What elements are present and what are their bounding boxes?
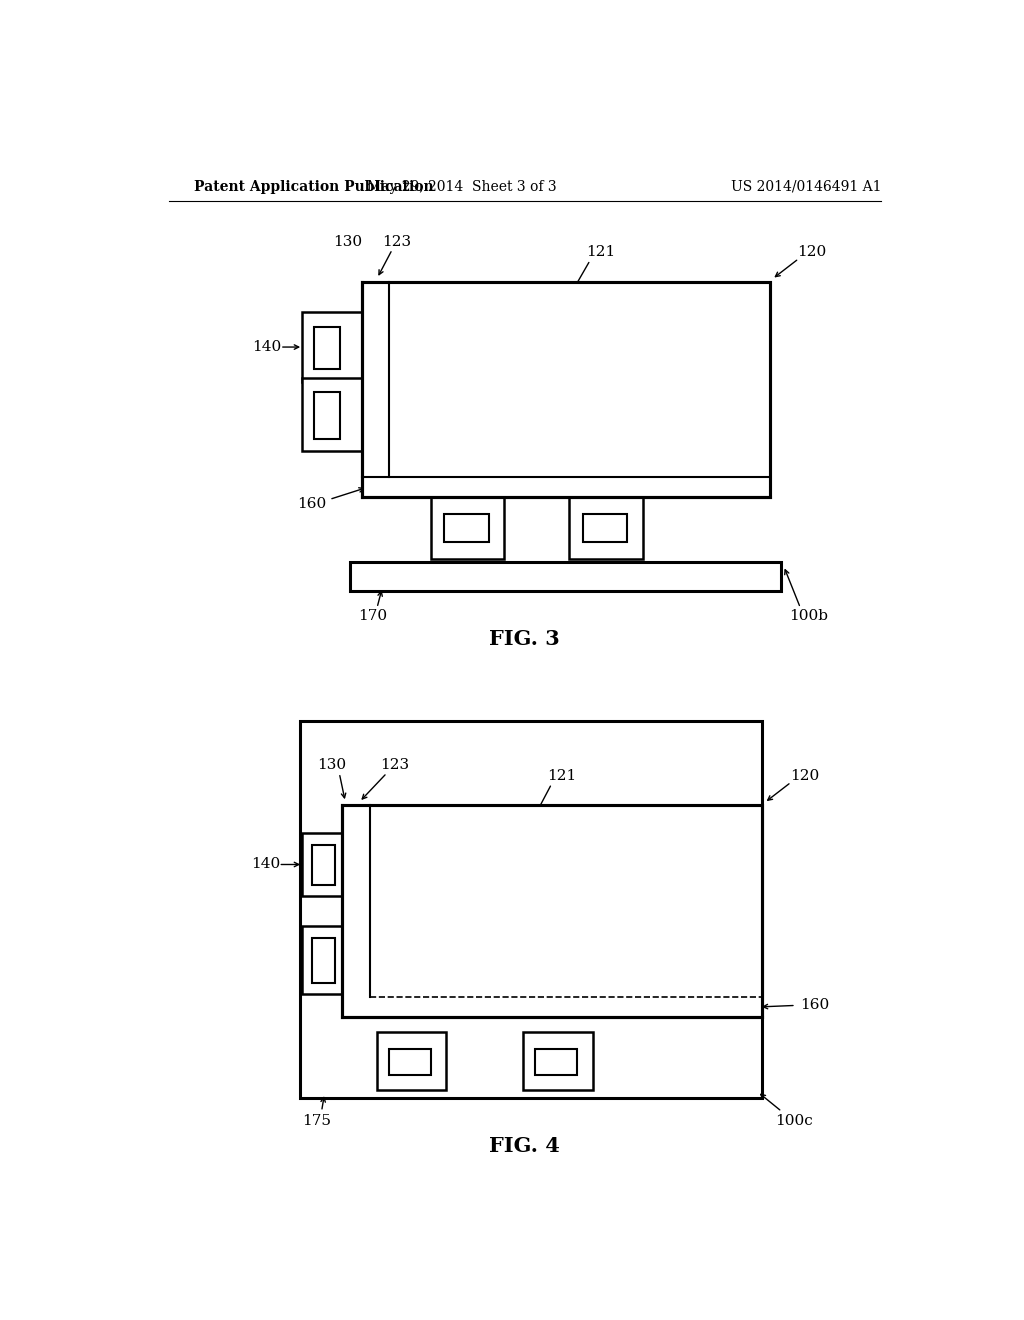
Bar bbox=[388, 1048, 431, 1074]
Bar bbox=[342, 805, 370, 997]
Text: 121: 121 bbox=[547, 770, 577, 783]
Bar bbox=[377, 1032, 446, 1090]
Text: 160: 160 bbox=[801, 998, 829, 1012]
Text: 170: 170 bbox=[358, 609, 388, 623]
Bar bbox=[300, 721, 762, 1098]
Bar bbox=[361, 281, 770, 498]
Bar bbox=[361, 281, 770, 498]
Text: 120: 120 bbox=[798, 246, 826, 259]
Bar bbox=[313, 392, 340, 438]
Bar bbox=[444, 515, 488, 543]
Bar bbox=[312, 939, 336, 983]
Bar bbox=[342, 805, 762, 1016]
Bar bbox=[342, 997, 762, 1016]
Text: 130: 130 bbox=[317, 758, 346, 772]
Text: Patent Application Publication: Patent Application Publication bbox=[194, 180, 433, 194]
Bar bbox=[535, 1048, 578, 1074]
Text: 130: 130 bbox=[333, 235, 362, 248]
Text: 100b: 100b bbox=[788, 609, 827, 623]
Text: US 2014/0146491 A1: US 2014/0146491 A1 bbox=[731, 180, 882, 194]
Text: 100c: 100c bbox=[775, 1114, 813, 1127]
Bar bbox=[523, 1032, 593, 1090]
Bar bbox=[313, 327, 340, 370]
Bar bbox=[301, 927, 354, 994]
Text: 123: 123 bbox=[380, 758, 410, 772]
Text: 140: 140 bbox=[252, 341, 282, 354]
Bar bbox=[569, 498, 643, 558]
Bar bbox=[342, 805, 762, 1016]
Bar bbox=[301, 313, 361, 381]
Bar bbox=[361, 478, 770, 498]
Text: FIG. 4: FIG. 4 bbox=[489, 1135, 560, 1155]
Bar bbox=[301, 378, 361, 451]
Text: FIG. 3: FIG. 3 bbox=[489, 628, 560, 649]
Text: 160: 160 bbox=[297, 498, 326, 511]
Text: 123: 123 bbox=[382, 235, 412, 248]
Bar bbox=[431, 498, 504, 558]
Bar bbox=[301, 833, 354, 896]
Bar bbox=[361, 281, 389, 478]
Bar bbox=[350, 562, 781, 591]
Text: 175: 175 bbox=[302, 1114, 332, 1127]
Text: May 29, 2014  Sheet 3 of 3: May 29, 2014 Sheet 3 of 3 bbox=[367, 180, 556, 194]
Text: 120: 120 bbox=[790, 770, 819, 783]
Bar bbox=[312, 845, 336, 886]
Bar bbox=[583, 515, 628, 543]
Text: 140: 140 bbox=[251, 858, 280, 871]
Text: 121: 121 bbox=[586, 246, 614, 259]
